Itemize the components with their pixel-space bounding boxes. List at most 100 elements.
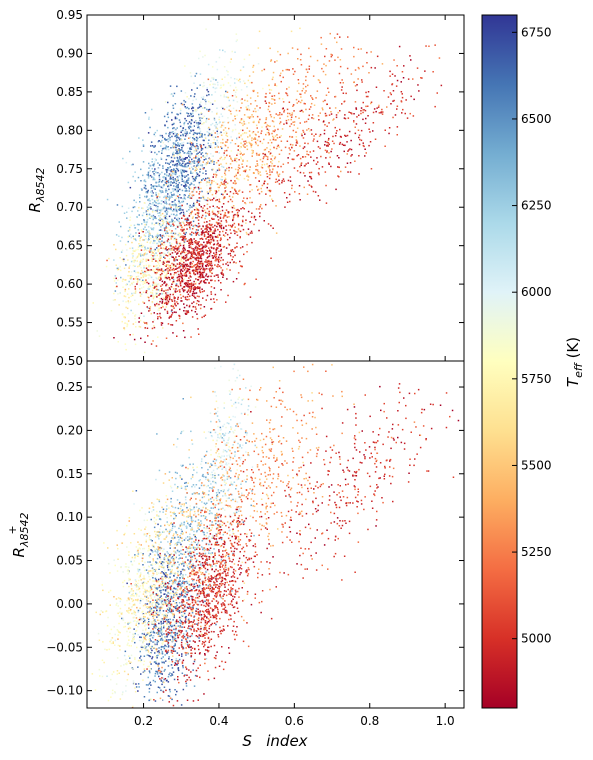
scatter-point [177, 133, 179, 136]
scatter-point [180, 177, 183, 179]
scatter-point [150, 195, 153, 197]
scatter-point [226, 149, 228, 152]
scatter-point [140, 243, 143, 246]
scatter-point [197, 247, 200, 250]
scatter-point [310, 171, 313, 174]
scatter-point [145, 291, 147, 294]
scatter-point [132, 260, 134, 262]
scatter-point [202, 254, 205, 256]
scatter-point [155, 291, 157, 294]
scatter-point [154, 288, 157, 291]
scatter-point [172, 104, 174, 107]
scatter-point [210, 262, 213, 264]
scatter-point [172, 160, 174, 163]
scatter-point [144, 246, 146, 248]
scatter-point [230, 158, 232, 160]
scatter-point [156, 642, 158, 644]
scatter-point [182, 289, 184, 291]
scatter-point [137, 279, 139, 282]
scatter-point [208, 128, 211, 131]
scatter-point [210, 189, 212, 191]
scatter-point [270, 224, 272, 227]
scatter-point [206, 155, 208, 157]
scatter-point [275, 85, 278, 87]
scatter-point [402, 108, 404, 111]
scatter-point [194, 178, 196, 181]
scatter-point [209, 199, 212, 201]
scatter-point [161, 235, 164, 237]
scatter-point [146, 218, 149, 221]
scatter-point [320, 43, 323, 45]
scatter-point [179, 108, 182, 110]
scatter-point [180, 297, 182, 299]
scatter-point [175, 311, 177, 314]
scatter-point [201, 134, 204, 136]
scatter-point [156, 199, 158, 201]
scatter-point [234, 115, 236, 117]
scatter-point [215, 255, 217, 257]
scatter-point [215, 274, 218, 276]
scatter-point [237, 149, 239, 151]
scatter-point [194, 273, 197, 276]
scatter-point [196, 248, 199, 250]
scatter-point [302, 111, 304, 113]
scatter-point [207, 265, 209, 267]
scatter-point [161, 600, 164, 602]
scatter-point [113, 280, 116, 282]
scatter-point [299, 101, 302, 104]
scatter-point [189, 263, 192, 265]
scatter-point [171, 639, 174, 642]
scatter-point [149, 248, 151, 250]
scatter-point [247, 210, 250, 213]
scatter-point [206, 236, 209, 238]
scatter-point [226, 91, 229, 93]
scatter-point [189, 251, 191, 253]
scatter-point [139, 315, 141, 317]
scatter-point [160, 600, 163, 602]
scatter-point [180, 102, 183, 105]
scatter-point [127, 302, 130, 304]
scatter-point [154, 151, 156, 154]
scatter-point [162, 589, 164, 591]
scatter-point [258, 153, 260, 156]
scatter-point [266, 128, 269, 130]
scatter-point [160, 208, 162, 211]
scatter-point [176, 189, 178, 191]
scatter-point [193, 150, 196, 152]
scatter-point [179, 138, 182, 140]
scatter-point [180, 163, 183, 166]
scatter-point [268, 177, 271, 180]
scatter-point [300, 162, 303, 164]
scatter-point [142, 144, 145, 146]
scatter-point [142, 161, 145, 163]
scatter-point [241, 224, 243, 227]
scatter-point [193, 209, 196, 211]
scatter-point [150, 295, 153, 297]
scatter-point [211, 257, 214, 259]
scatter-point [180, 130, 183, 132]
scatter-point [230, 167, 233, 169]
scatter-point [151, 145, 154, 147]
scatter-point [295, 131, 297, 133]
scatter-point [138, 265, 141, 267]
scatter-point [118, 221, 120, 223]
scatter-point [195, 165, 198, 167]
scatter-point [174, 257, 176, 260]
scatter-point [184, 198, 186, 200]
scatter-point [175, 265, 177, 267]
scatter-point [236, 89, 238, 91]
scatter-point [184, 224, 186, 227]
scatter-point [216, 111, 218, 114]
scatter-point [148, 307, 151, 310]
scatter-point [182, 209, 184, 211]
scatter-point [148, 299, 150, 302]
scatter-point [186, 180, 188, 182]
scatter-point [122, 157, 124, 160]
scatter-point [240, 146, 242, 148]
scatter-point [173, 146, 176, 148]
scatter-point [220, 131, 222, 134]
scatter-point [213, 117, 215, 119]
scatter-point [334, 95, 337, 98]
scatter-point [197, 242, 199, 245]
scatter-point [182, 646, 184, 649]
